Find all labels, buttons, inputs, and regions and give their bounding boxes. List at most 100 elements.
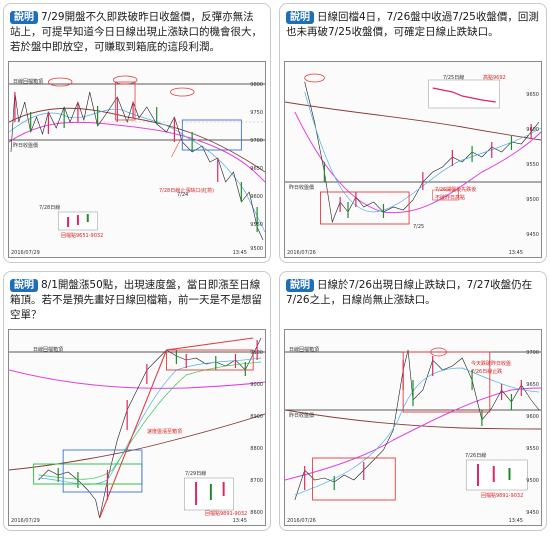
y-tick: 9600 [250, 194, 263, 200]
low-label: 回檔點9891-9032 [205, 511, 248, 517]
y-tick: 9550 [250, 222, 263, 228]
y-tick: 9650 [526, 92, 539, 98]
caption-text: 7/29開盤不久即跌破昨日收盤價，反彈亦無法站上，可提早知道今日日線出現止漲缺口… [10, 11, 262, 53]
box-top-label: 日線回檔箱頂 [13, 79, 44, 85]
y-tick: 9650 [526, 382, 539, 388]
explain-badge: 說明 [10, 11, 38, 24]
red-box [114, 81, 136, 121]
panel-4: 說明 日線於7/26出現日線止跌缺口，7/27收盤仍在7/26之上，日線尚無止漲缺… [279, 271, 547, 531]
inset-daily [428, 79, 500, 109]
close-label: 昨日收盤價 [289, 413, 315, 419]
red-box [402, 351, 491, 413]
caption-text: 8/1開盤漲50點，出現速度盤，當日即漲至日線箱頂。若不是預先畫好日線回檔箱，前… [10, 279, 262, 321]
panel-3: 說明 8/1開盤漲50點，出現速度盤，當日即漲至日線箱頂。若不是預先畫好日線回檔箱… [3, 271, 271, 531]
chart-1[interactable]: 日線回檔箱頂 昨日收盤價 7/28日線 7/28日線止漲缺口(紅箭) 回檔點96… [8, 61, 266, 258]
y-tick: 9700 [526, 350, 539, 356]
y-tick: 9650 [250, 166, 263, 172]
candles-down [333, 370, 513, 490]
candles-down [323, 136, 513, 218]
ma-long [9, 413, 265, 471]
note-label: 今天跌破昨日收盤 [471, 361, 512, 367]
y-tick: 8600 [250, 510, 263, 516]
box-top-label: 日線回檔箱頂 [33, 347, 64, 353]
explain-badge: 說明 [10, 279, 38, 292]
y-tick: 9550 [526, 446, 539, 452]
caption-text: 日線於7/26出現日線止跌缺口，7/27收盤仍在7/26之上，日線尚無止漲缺口。 [286, 279, 533, 306]
ma-magenta [294, 111, 541, 214]
inset-label: 7/28日線 [39, 205, 61, 211]
highlight-ellipse [47, 77, 73, 87]
red-box [320, 191, 410, 225]
ma-long [9, 107, 265, 173]
y-tick: 8900 [250, 414, 263, 420]
y-tick: 8700 [250, 478, 263, 484]
ma-magenta [9, 121, 265, 183]
inset-daily [465, 459, 528, 491]
inset-daily [184, 477, 234, 511]
caption-4: 說明 日線於7/26出現日線止跌缺口，7/27收盤仍在7/26之上，日線尚無止漲缺… [286, 278, 540, 308]
x-label-right: 13:45 [508, 250, 523, 256]
x-label-left: 2016/07/26 [287, 250, 316, 256]
chart-2[interactable]: 7/25日線 高點9692 昨日收盤價 7/26開盤後先跌後 不破昨日高點 7/… [284, 61, 542, 258]
inset-label: 7/26日線 [465, 453, 487, 459]
note-label-2: 7/26日線止跌 [471, 369, 503, 375]
y-tick: 9600 [526, 127, 539, 133]
candles-down [30, 106, 258, 232]
caption-1: 說明 7/29開盤不久即跌破昨日收盤價，反彈亦無法站上，可提早知道今日日線出現止漲… [10, 10, 264, 55]
candles-up [14, 92, 219, 182]
x-label-left: 2016/07/29 [11, 250, 40, 256]
low-label: 回檔點9891-9032 [481, 493, 524, 499]
chart-3[interactable]: 日線回檔箱頂 速度盤漲至箱頂 7/29日線 回檔點9891-9032 9100 … [8, 329, 266, 526]
chart-4[interactable]: 日線回檔箱頂 昨日收盤價 今天跌破昨日收盤 7/26日線止跌 7/26日線 回檔… [284, 329, 542, 526]
box-top-label: 日線回檔箱頂 [289, 347, 320, 353]
chart-3-svg [9, 330, 265, 525]
date-label: 7/25 [413, 224, 425, 230]
chart-2-svg [285, 62, 541, 257]
x-label-right: 13:45 [232, 518, 247, 524]
high-label: 高點9692 [483, 75, 506, 81]
caption-3: 說明 8/1開盤漲50點，出現速度盤，當日即漲至日線箱頂。若不是預先畫好日線回檔箱… [10, 278, 264, 323]
red-box-lower [312, 457, 396, 501]
x-label-right: 13:45 [508, 518, 523, 524]
y-tick: 9750 [250, 110, 263, 116]
explain-badge: 說明 [286, 11, 314, 24]
y-tick: 9500 [526, 478, 539, 484]
ma-magenta [285, 387, 541, 481]
chart-4-svg [285, 330, 541, 525]
explain-badge: 說明 [286, 279, 314, 292]
caption-2: 說明 日線回檔4日，7/26盤中收過7/25收盤價，回測也未再破7/25收盤價，可… [286, 10, 540, 40]
red-box [166, 349, 254, 371]
note-label-2: 不破昨日高點 [435, 195, 466, 201]
panel-2: 說明 日線回檔4日，7/26盤中收過7/25收盤價，回測也未再破7/25收盤價，可… [279, 3, 547, 263]
y-tick: 9800 [250, 82, 263, 88]
note-box [432, 189, 459, 201]
highlight-ellipse [170, 87, 195, 97]
y-tick: 9500 [526, 197, 539, 203]
caption-text: 日線回檔4日，7/26盤中收過7/25收盤價，回測也未再破7/25收盤價，可確定… [286, 11, 539, 38]
ma-long [285, 409, 541, 430]
note-label: 速度盤漲至箱頂 [147, 429, 183, 435]
y-tick: 9700 [250, 138, 263, 144]
y-tick: 8800 [250, 446, 263, 452]
candles-up [339, 124, 532, 212]
highlight-ellipse [304, 73, 325, 83]
highlight-ellipse [112, 75, 138, 85]
y-tick: 9550 [526, 162, 539, 168]
candles-down [57, 350, 246, 488]
gap-note: 7/28日線止漲缺口(紅箭) [159, 188, 215, 194]
chart-1-svg [9, 62, 265, 257]
x-label-right: 13:45 [232, 250, 247, 256]
blue-box [62, 449, 143, 493]
close-label: 昨日收盤價 [13, 143, 39, 149]
date-label: 7/24 [177, 192, 189, 198]
x-label-left: 2016/07/26 [287, 518, 316, 524]
y-tick: 9100 [250, 350, 263, 356]
inset-label: 7/25日線 [443, 75, 465, 81]
y-tick: 9600 [526, 414, 539, 420]
y-tick: 9500 [250, 246, 263, 252]
y-tick: 9000 [250, 382, 263, 388]
inset-label: 7/29日線 [185, 471, 207, 477]
blue-box [181, 119, 242, 151]
x-label-left: 2016/07/29 [11, 518, 40, 524]
panel-1: 說明 7/29開盤不久即跌破昨日收盤價，反彈亦無法站上，可提早知道今日日線出現止漲… [3, 3, 271, 263]
